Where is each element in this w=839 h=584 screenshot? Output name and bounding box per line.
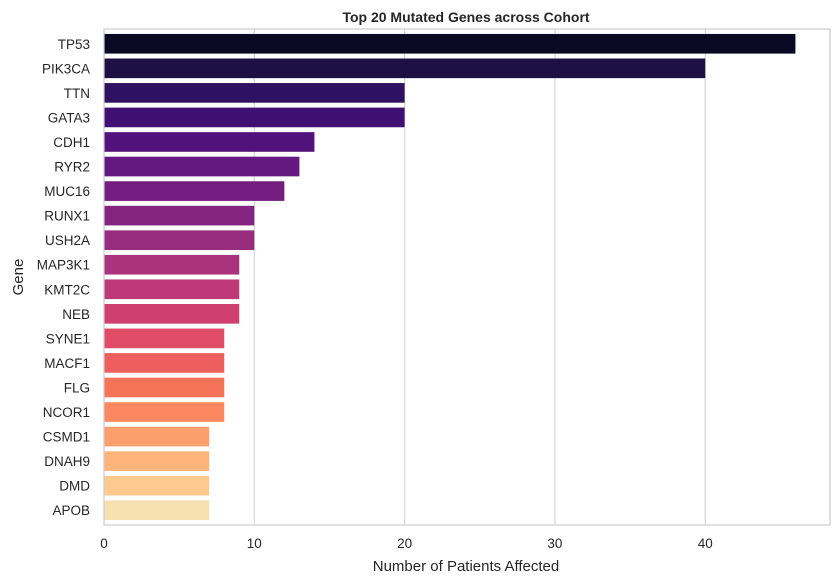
y-tick-label: DNAH9 (44, 454, 90, 469)
x-axis-label: Number of Patients Affected (373, 558, 560, 575)
x-tick-label: 0 (100, 536, 108, 551)
bar-kmt2c (104, 279, 240, 300)
y-tick-label: MUC16 (44, 184, 90, 199)
x-tick-labels: 0 10 20 30 40 (100, 536, 713, 551)
bar-ush2a (104, 230, 255, 250)
bar-csmd1 (104, 426, 210, 447)
y-tick-label: RUNX1 (44, 209, 90, 224)
bar-muc16 (104, 181, 285, 201)
y-tick-labels: TP53 PIK3CA TTN GATA3 CDH1 RYR2 MUC16 RUNX1 USH2… (37, 37, 91, 518)
plot-frame (103, 28, 831, 526)
y-tick-label: APOB (52, 503, 90, 518)
x-tick-label: 40 (698, 536, 713, 551)
y-tick-label: NEB (62, 307, 90, 322)
y-tick-label: TTN (64, 86, 90, 101)
gridlines (253, 29, 706, 525)
bar-tp53 (104, 33, 796, 54)
y-tick-label: CSMD1 (43, 430, 90, 445)
bar-pik3ca (104, 58, 706, 79)
bar-apob (104, 500, 210, 521)
y-tick-label: NCOR1 (43, 405, 90, 420)
y-tick-label: RYR2 (54, 160, 90, 175)
bar-map3k1 (104, 254, 240, 275)
bar-ncor1 (104, 402, 225, 422)
y-tick-label: GATA3 (48, 110, 90, 125)
bar-flg (104, 377, 225, 398)
y-tick-label: SYNE1 (46, 331, 90, 346)
y-axis-label: Gene (10, 259, 27, 296)
bar-cdh1 (104, 132, 315, 152)
y-tick-label: DMD (59, 479, 90, 494)
bar-macf1 (104, 353, 225, 373)
y-tick-label: MAP3K1 (37, 258, 90, 273)
chart-title: Top 20 Mutated Genes across Cohort (342, 9, 589, 25)
y-tick-label: USH2A (45, 233, 90, 248)
x-tick-label: 30 (547, 536, 562, 551)
bars (104, 33, 796, 521)
bar-ttn (104, 83, 405, 103)
y-tick-label: PIK3CA (42, 61, 90, 76)
y-tick-label: FLG (64, 380, 90, 395)
bar-runx1 (104, 205, 255, 226)
y-tick-label: TP53 (58, 37, 90, 52)
y-tick-label: CDH1 (53, 135, 90, 150)
bar-gata3 (104, 107, 405, 128)
bar-dmd (104, 475, 210, 496)
bar-dnah9 (104, 451, 210, 471)
y-tick-label: KMT2C (44, 282, 90, 297)
x-tick-label: 10 (247, 536, 262, 551)
x-tick-label: 20 (397, 536, 412, 551)
bar-syne1 (104, 328, 225, 349)
bar-ryr2 (104, 156, 300, 177)
y-tick-label: MACF1 (44, 356, 90, 371)
bar-neb (104, 304, 240, 324)
